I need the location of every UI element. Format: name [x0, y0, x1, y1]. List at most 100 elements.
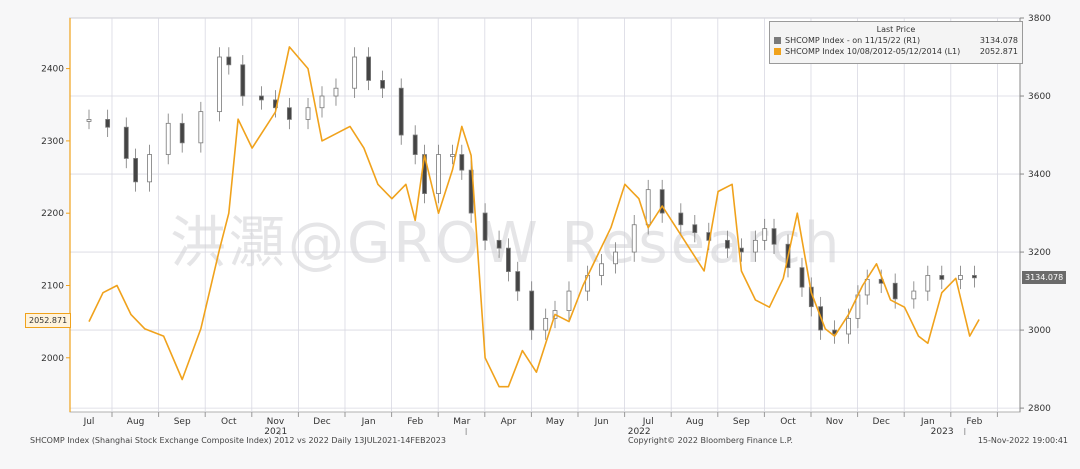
- candle-body: [133, 158, 139, 183]
- candle-body: [659, 189, 665, 214]
- right-axis-tick-label: 3800: [1028, 14, 1051, 24]
- series-shcomp-2012-line: [88, 46, 980, 388]
- x-axis-month-label: May: [546, 417, 565, 427]
- legend-swatch-grey: [774, 37, 781, 44]
- footer-left: SHCOMP Index (Shanghai Stock Exchange Co…: [30, 436, 446, 445]
- candle-body: [892, 282, 898, 300]
- legend-swatch-orange: [774, 48, 781, 55]
- candle-body: [613, 251, 618, 265]
- x-axis-month-label: Feb: [966, 417, 982, 427]
- legend-label-shcomp-2012: SHCOMP Index 10/08/2012-05/12/2014 (L1): [785, 47, 961, 56]
- x-axis-month-label: Oct: [780, 417, 796, 427]
- candle-body: [529, 290, 535, 331]
- candle-body: [105, 119, 111, 128]
- x-axis-month-label: Jan: [920, 417, 935, 427]
- candle-body: [240, 64, 246, 97]
- candle-body: [972, 275, 977, 279]
- x-axis-month-label: Sep: [733, 417, 750, 427]
- candle-body: [645, 189, 651, 226]
- footer-right: 15-Nov-2022 19:00:41: [977, 436, 1068, 445]
- left-axis-tick-label: 2100: [41, 281, 64, 291]
- x-axis-month-label: Jul: [83, 417, 95, 427]
- x-axis-month-label: Jun: [594, 417, 609, 427]
- right-axis-tick-label: 3000: [1028, 326, 1051, 336]
- candle-body: [939, 275, 945, 280]
- candle-body: [752, 239, 758, 253]
- candle-body: [398, 87, 404, 136]
- candle-body: [762, 228, 768, 241]
- candle-body: [911, 290, 917, 300]
- candle-body: [799, 267, 805, 288]
- candle-body: [366, 56, 372, 81]
- x-axis-month-label: Nov: [267, 417, 285, 427]
- x-axis-month-label: Jul: [642, 417, 654, 427]
- x-axis-year-label: 2023: [931, 427, 954, 437]
- candle-body: [771, 228, 777, 245]
- right-axis-tick-label: 2800: [1028, 404, 1051, 414]
- footer-center: Copyright© 2022 Bloomberg Finance L.P.: [628, 436, 793, 445]
- x-axis-month-label: Sep: [174, 417, 191, 427]
- candle-body: [147, 154, 152, 183]
- candle-body: [179, 122, 185, 144]
- last-price-tag-right: 3134.078: [1022, 270, 1067, 284]
- candle-body: [305, 107, 311, 120]
- candle-body: [198, 111, 204, 144]
- candle-body: [692, 224, 698, 233]
- candle-body: [450, 154, 455, 157]
- x-axis-month-label: Dec: [872, 417, 889, 427]
- candle-body: [543, 317, 549, 331]
- left-axis-tick-label: 2400: [41, 65, 64, 75]
- candle-body: [958, 275, 963, 280]
- candle-body: [599, 263, 604, 276]
- x-axis-month-label: Aug: [686, 417, 704, 427]
- legend-header: Last Price: [876, 25, 916, 34]
- left-axis-tick-label: 2200: [41, 209, 64, 219]
- candle-body: [436, 154, 441, 194]
- legend-row-shcomp-2012: SHCOMP Index 10/08/2012-05/12/2014 (L1) …: [774, 47, 1018, 58]
- candle-body: [319, 95, 325, 109]
- candle-body: [482, 212, 488, 241]
- candle-body: [566, 290, 572, 311]
- x-axis-month-label: Aug: [127, 417, 145, 427]
- candle-body: [286, 107, 292, 120]
- candle-body: [165, 122, 171, 155]
- candle-body: [259, 95, 264, 101]
- left-axis-tick-label: 2000: [41, 354, 64, 364]
- candle-body: [505, 247, 511, 272]
- candle-body: [725, 239, 730, 249]
- candle-body: [846, 317, 851, 335]
- legend-row-shcomp-2022: SHCOMP Index - on 11/15/22 (R1) 3134.078: [774, 36, 1018, 47]
- candle-body: [380, 80, 385, 89]
- candle-body: [515, 271, 521, 292]
- x-axis-month-label: Apr: [501, 417, 517, 427]
- right-axis-tick-label: 3600: [1028, 92, 1051, 102]
- x-axis-month-label: Dec: [313, 417, 330, 427]
- candle-body: [925, 275, 931, 292]
- candle-body: [631, 224, 637, 253]
- x-axis-month-label: Feb: [407, 417, 423, 427]
- x-axis-year-label: 2022: [628, 427, 651, 437]
- x-axis-month-label: Oct: [221, 417, 237, 427]
- last-price-tag-left: 2052.871: [25, 312, 72, 328]
- candle-body: [352, 56, 358, 89]
- candle-body: [459, 154, 465, 171]
- x-axis-month-label: Mar: [453, 417, 470, 427]
- series-shcomp-2022: [86, 47, 977, 344]
- right-axis-tick-label: 3400: [1028, 170, 1051, 180]
- candle-body: [86, 119, 92, 122]
- x-axis-month-label: Nov: [826, 417, 844, 427]
- legend-value-shcomp-2012: 2052.871: [979, 47, 1018, 56]
- candle-body: [226, 56, 232, 66]
- candle-body: [412, 134, 418, 155]
- x-axis-month-label: Jan: [361, 417, 376, 427]
- candle-body: [678, 212, 684, 226]
- legend-value-shcomp-2022: 3134.078: [979, 36, 1018, 45]
- x-axis-year-label: 2021: [264, 427, 287, 437]
- left-axis-tick-label: 2300: [41, 137, 64, 147]
- candle-body: [123, 126, 129, 159]
- candle-body: [217, 56, 222, 113]
- legend: Last Price SHCOMP Index - on 11/15/22 (R…: [769, 21, 1023, 64]
- right-axis-tick-label: 3200: [1028, 248, 1051, 258]
